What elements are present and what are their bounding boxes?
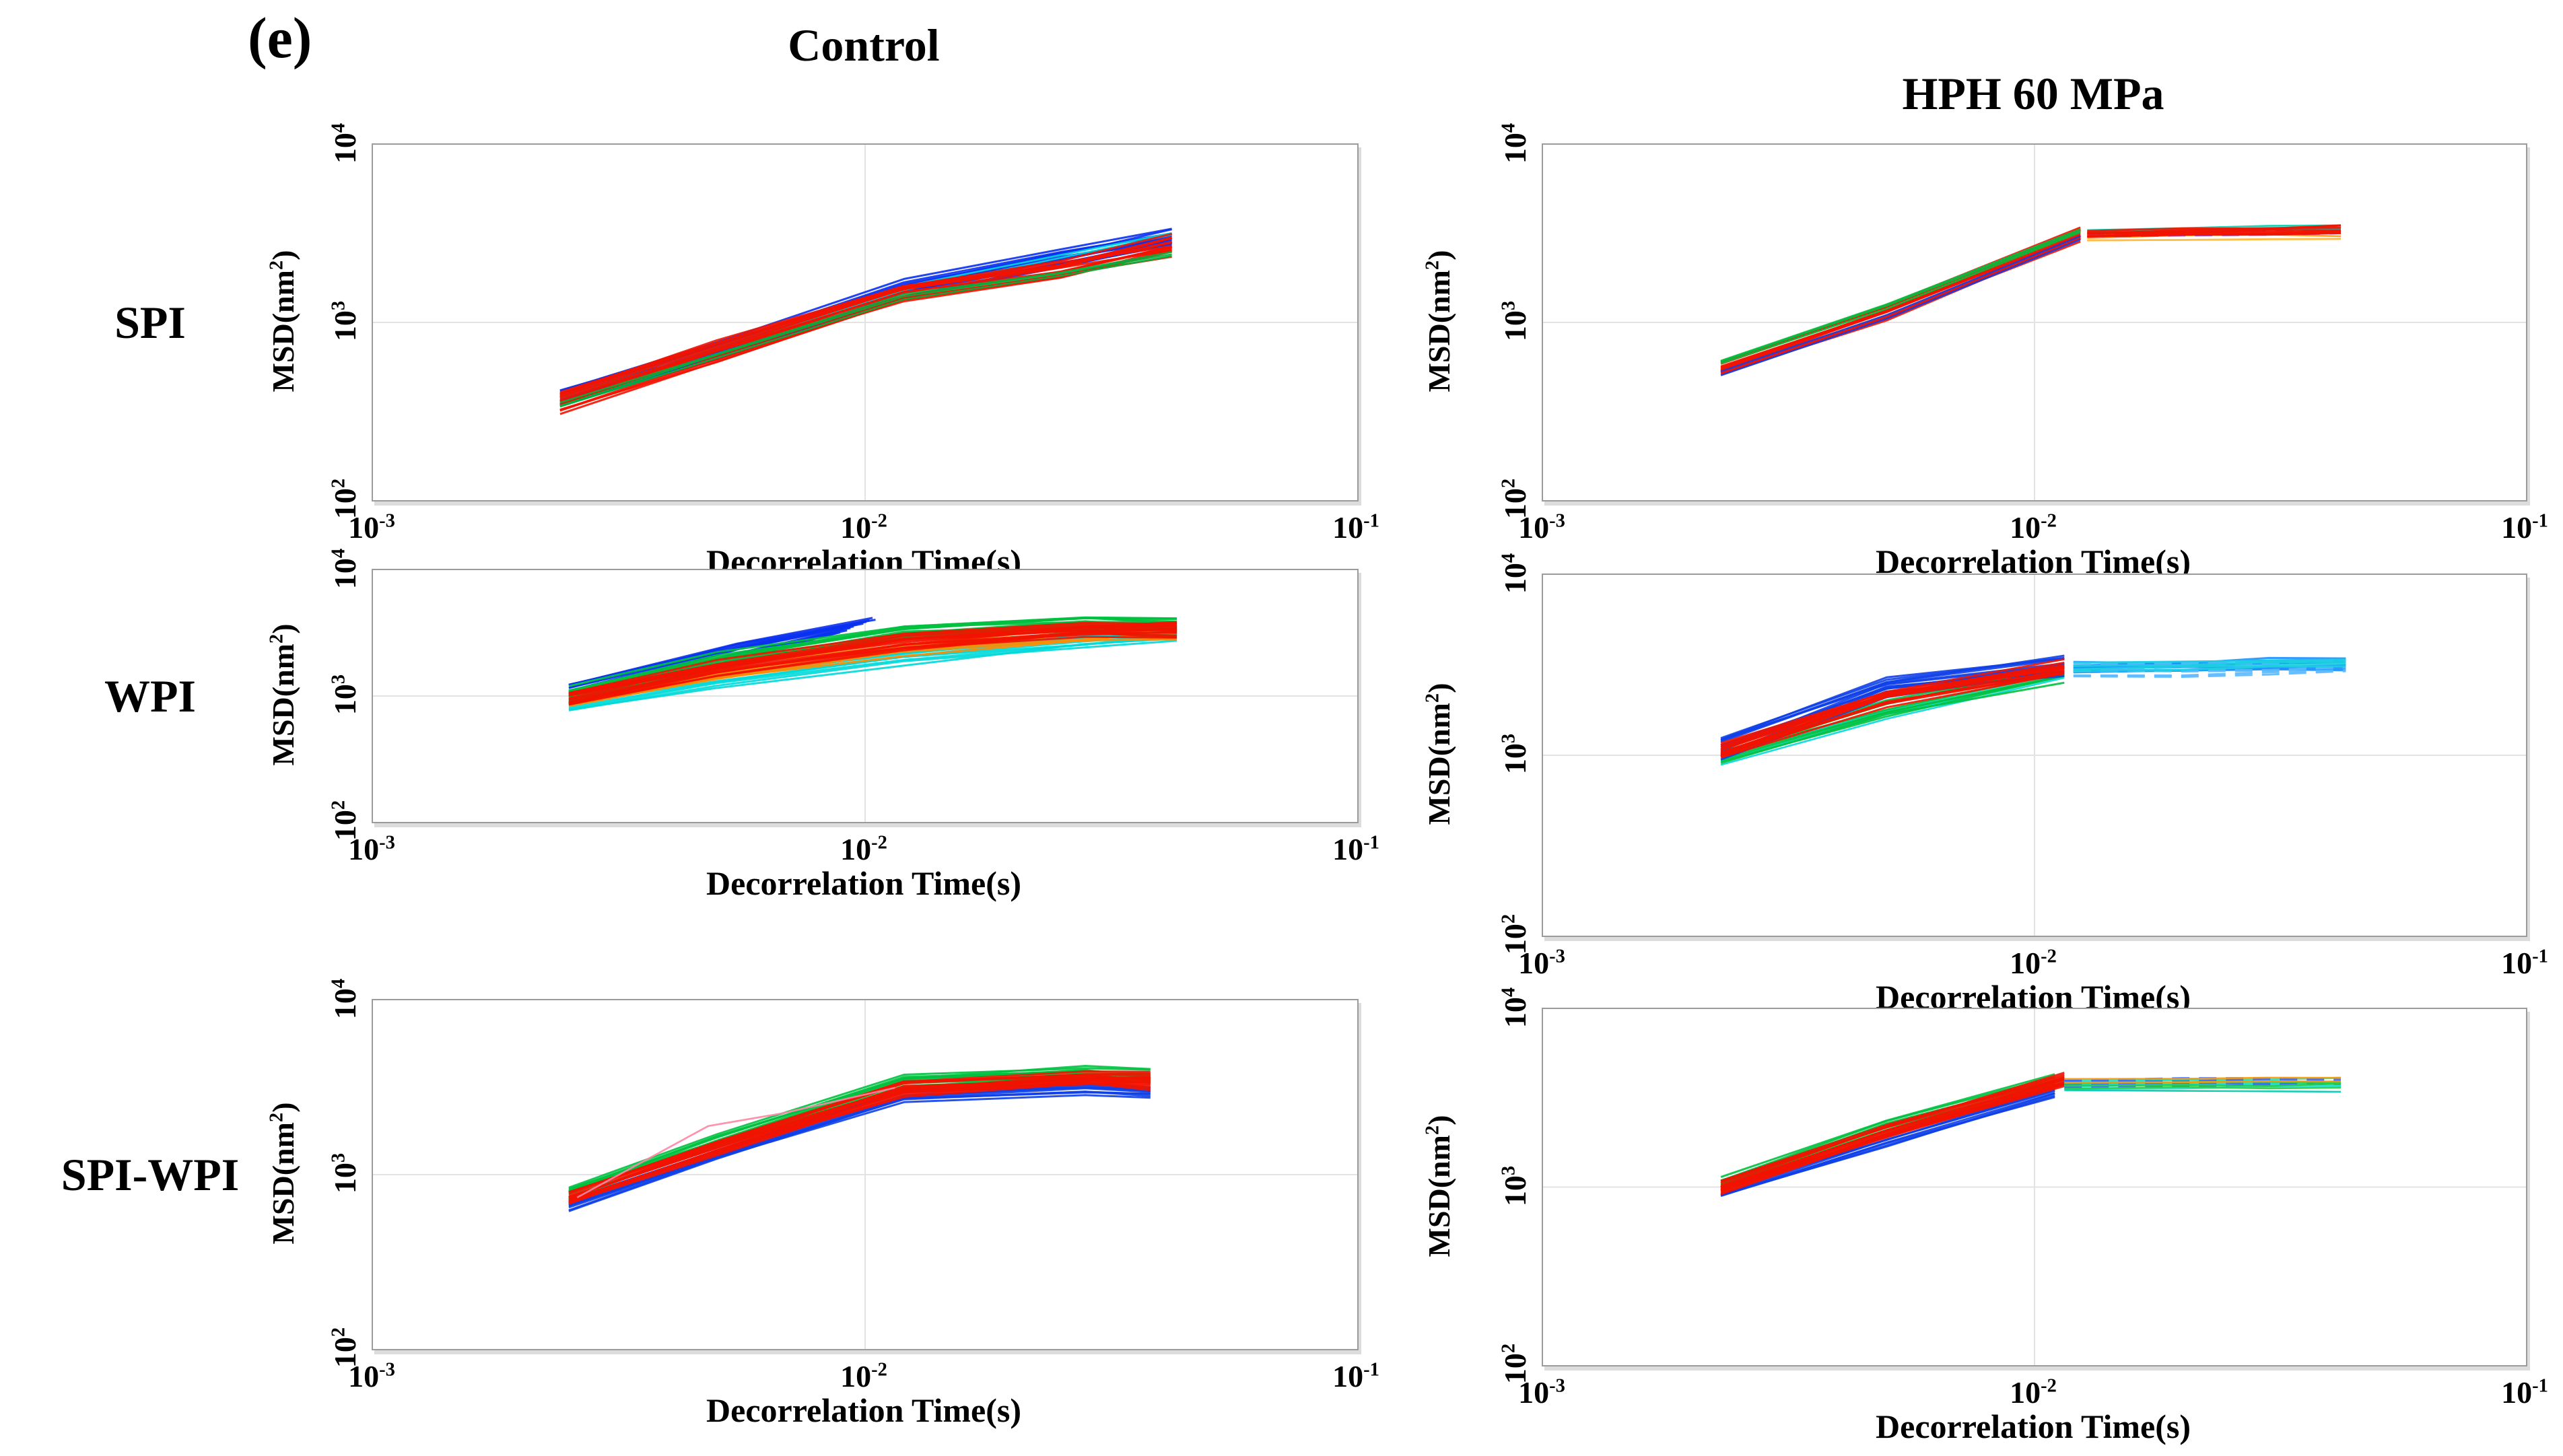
curve-line-tail-lightorange	[2087, 238, 2342, 242]
plot-spi-control	[372, 143, 1359, 501]
curve-line-tail-green	[2064, 1082, 2342, 1087]
x-tick-label: 10-1	[1332, 1359, 1379, 1393]
column-title-control: Control	[788, 20, 940, 71]
x-tick-label: 10-2	[2010, 1375, 2057, 1410]
curve-line-green-edge	[1720, 230, 2081, 363]
curve-line-red-bundle	[559, 250, 1172, 415]
curve-line-red-bundle	[1720, 1082, 2065, 1189]
curve-line-red-bundle	[568, 1074, 1151, 1193]
row-label-spi: SPI	[114, 297, 186, 348]
curve-line-green-bundle	[1720, 674, 2065, 763]
curve-line-cyan-edge	[1720, 677, 2065, 766]
curve-line-green-bundle	[1720, 674, 2065, 759]
curve-line-tail-teal-low	[2064, 1089, 2342, 1093]
curve-line-red-bundle	[1720, 238, 2081, 374]
x-tick-label: 10-2	[840, 1359, 887, 1393]
curve-line-tail-lightblue	[2073, 670, 2346, 678]
x-tick-label: 10-3	[348, 510, 395, 545]
curve-line-tail-orange	[2064, 1080, 2342, 1084]
plot-canvas-spi-hph	[1543, 145, 2526, 500]
curve-line-tail-green	[2064, 1086, 2342, 1090]
curve-line-blue-bundle	[1720, 657, 2065, 741]
x-axis-label: Decorrelation Time(s)	[1876, 1408, 2191, 1445]
x-tick-label: 10-1	[2501, 946, 2548, 980]
x-axis-label: Decorrelation Time(s)	[706, 1391, 1021, 1429]
curve-line-red-bundle	[1720, 672, 2065, 759]
plot-canvas-spi-control	[373, 145, 1357, 500]
x-tick-label: 10-2	[2010, 510, 2057, 545]
curve-line-tail-orange	[2064, 1076, 2342, 1080]
curve-line-red-bundle	[1720, 658, 2065, 749]
curve-line-tail-lightblue	[2073, 658, 2346, 666]
panel-label: (e)	[248, 5, 312, 70]
plot-spiwpi-control	[372, 999, 1359, 1350]
x-axis-label: Decorrelation Time(s)	[706, 864, 1021, 902]
curve-line-green-edge	[559, 251, 1172, 404]
curve-line-red-bundle	[1720, 672, 2065, 758]
x-tick-label: 10-3	[1518, 1375, 1565, 1410]
row-label-wpi: WPI	[104, 670, 196, 722]
curve-line-green-edge	[1720, 228, 2081, 362]
x-tick-label: 10-3	[1518, 946, 1565, 980]
curve-line-cyan-bundle	[568, 639, 1177, 712]
curve-line-blue-bundle	[1720, 1092, 2055, 1198]
x-tick-label: 10-3	[1518, 510, 1565, 545]
x-tick-label: 10-1	[2501, 510, 2548, 545]
curve-line-red-bundle	[559, 255, 1172, 411]
x-tick-label: 10-1	[1332, 832, 1379, 866]
plot-wpi-control	[372, 569, 1359, 823]
curve-line-green-edge	[1720, 231, 2081, 365]
x-tick-label: 10-3	[348, 1359, 395, 1393]
curve-line-tail-cyan	[2073, 660, 2346, 667]
row-label-spi-wpi: SPI-WPI	[61, 1149, 240, 1200]
curve-line-green-bundle	[568, 617, 1177, 687]
curve-line-green-bundle	[1720, 1073, 2055, 1179]
curve-line-red-bundle	[559, 248, 1172, 403]
curve-line-tail-red	[2087, 230, 2342, 238]
curve-line-red-bundle	[1720, 226, 2081, 363]
x-tick-label: 10-1	[2501, 1375, 2548, 1410]
curve-line-green-bundle	[568, 1067, 1151, 1189]
plot-canvas-spiwpi-hph	[1543, 1009, 2526, 1365]
plot-spi-hph	[1542, 143, 2527, 501]
x-tick-label: 10-2	[840, 510, 887, 545]
curve-line-tail-blue	[2064, 1080, 2342, 1086]
curve-line-tail-cyan	[2073, 662, 2346, 670]
plot-canvas-wpi-control	[373, 570, 1357, 822]
x-tick-label: 10-2	[2010, 946, 2057, 980]
curve-line-tail-cyan	[2073, 658, 2346, 664]
curve-line-red-bundle	[568, 623, 1177, 694]
curve-line-red-bundle	[568, 621, 1177, 695]
curve-line-red-bundle	[1720, 1072, 2065, 1184]
curve-line-green-bundle	[568, 1065, 1151, 1191]
column-title-hph-60-mpa: HPH 60 MPa	[1902, 68, 2164, 119]
curve-line-tail-blue	[2064, 1078, 2342, 1082]
curve-line-red-bundle	[559, 249, 1172, 412]
curve-line-red-bundle	[559, 232, 1172, 395]
curve-line-blue-edge	[1720, 235, 2081, 373]
plot-canvas-wpi-hph	[1543, 575, 2526, 936]
curve-line-tail-lightblue	[2073, 669, 2346, 677]
curve-line-tail-blue	[2064, 1082, 2342, 1088]
curve-line-red-bundle	[1720, 1075, 2065, 1182]
curve-line-tail-red	[2087, 224, 2342, 232]
plot-wpi-hph	[1542, 574, 2527, 937]
plot-canvas-spiwpi-control	[373, 1000, 1357, 1349]
curve-line-pink-outlier	[576, 1086, 895, 1199]
curve-line-tail-cyan	[2073, 665, 2346, 672]
x-tick-label: 10-2	[840, 832, 887, 866]
x-axis-label: Decorrelation Time(s)	[1876, 543, 2191, 580]
curve-line-green-edge	[559, 253, 1172, 407]
curve-line-blue-edge	[1720, 238, 2081, 376]
plot-spiwpi-hph	[1542, 1008, 2527, 1366]
curve-line-red-bundle	[1720, 1077, 2065, 1188]
curve-line-green-edge	[559, 255, 1172, 408]
x-tick-label: 10-3	[348, 832, 395, 866]
x-tick-label: 10-1	[1332, 510, 1379, 545]
curve-line-red-bundle	[568, 1072, 1151, 1193]
